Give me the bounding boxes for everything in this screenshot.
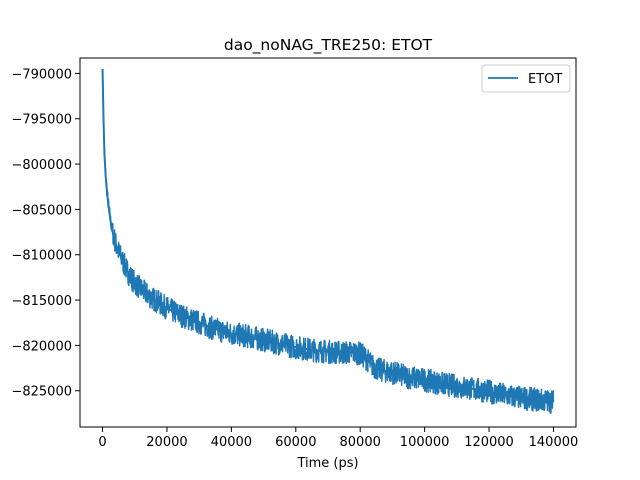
chart-title: dao_noNAG_TRE250: ETOT bbox=[224, 36, 433, 55]
y-tick-label: −790000 bbox=[11, 67, 72, 82]
x-tick-label: 60000 bbox=[275, 435, 316, 450]
series-line-etot bbox=[102, 75, 555, 414]
y-tick-label: −825000 bbox=[11, 385, 72, 400]
x-tick-label: 80000 bbox=[340, 435, 381, 450]
x-tick-label: 0 bbox=[98, 435, 106, 450]
y-tick-label: −795000 bbox=[11, 113, 72, 128]
y-tick-label: −800000 bbox=[11, 158, 72, 173]
x-axis: 0 20000 40000 60000 80000 100000 120000 140000 bbox=[98, 427, 578, 450]
y-tick-label: −810000 bbox=[11, 249, 72, 264]
x-tick-label: 140000 bbox=[529, 435, 579, 450]
axes-frame bbox=[79, 57, 577, 428]
plot-area bbox=[101, 68, 555, 414]
x-tick-label: 40000 bbox=[211, 435, 252, 450]
legend: ETOT bbox=[481, 64, 571, 93]
x-tick-label: 120000 bbox=[464, 435, 514, 450]
y-tick-label: −820000 bbox=[11, 339, 72, 354]
x-tick-label: 100000 bbox=[400, 435, 450, 450]
legend-box bbox=[481, 64, 571, 93]
y-axis: −790000 −795000 −800000 −805000 −810000 −8150… bbox=[11, 67, 80, 400]
x-axis-label: Time (ps) bbox=[296, 456, 358, 471]
y-tick-label: −815000 bbox=[11, 294, 72, 309]
y-tick-label: −805000 bbox=[11, 203, 72, 218]
legend-label: ETOT bbox=[528, 72, 562, 87]
x-tick-label: 20000 bbox=[146, 435, 187, 450]
series-trend-etot bbox=[101, 68, 554, 403]
